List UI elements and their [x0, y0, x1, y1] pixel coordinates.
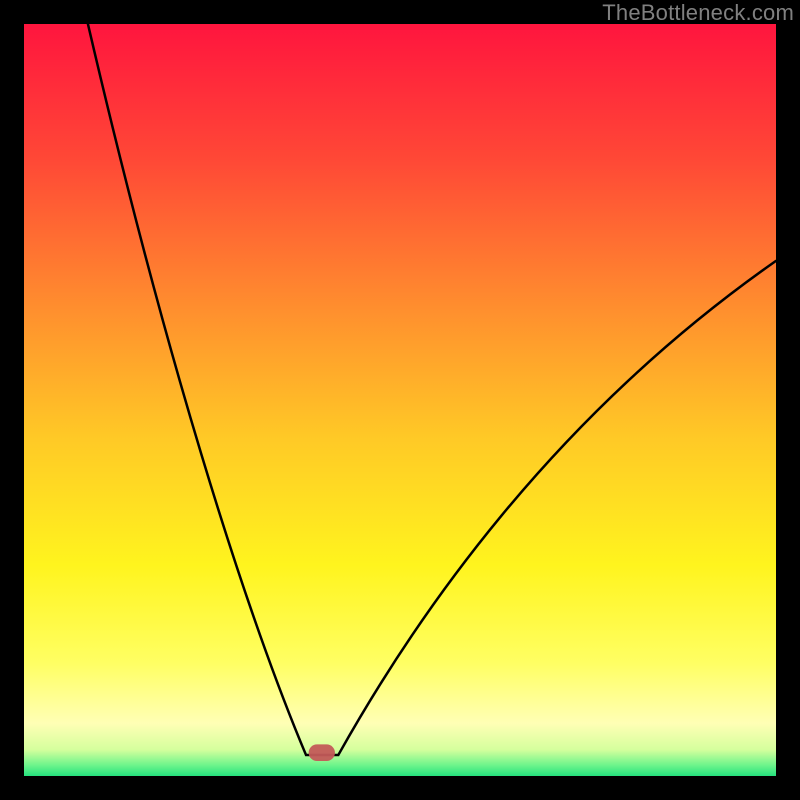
- watermark-text: TheBottleneck.com: [602, 0, 794, 26]
- chart-plot-area: [24, 24, 776, 776]
- optimum-marker: [309, 744, 335, 761]
- chart-frame: TheBottleneck.com: [0, 0, 800, 800]
- chart-svg: [24, 24, 776, 776]
- chart-background: [24, 24, 776, 776]
